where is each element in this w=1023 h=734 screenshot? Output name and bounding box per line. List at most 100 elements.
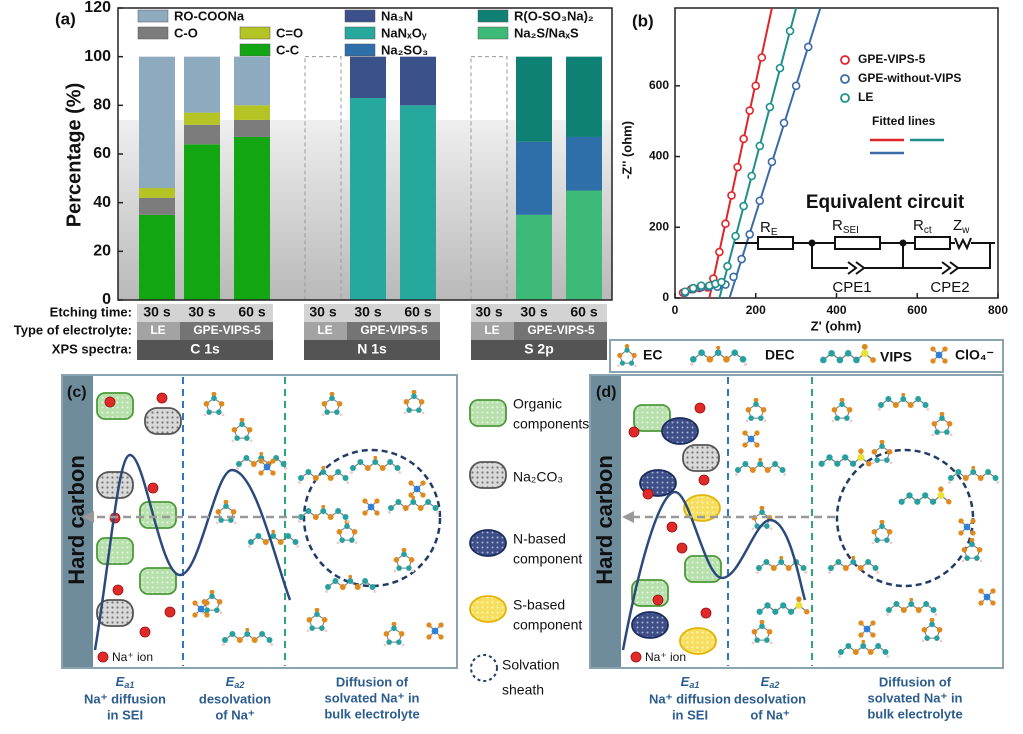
bar-segment bbox=[184, 124, 220, 145]
region-caption: of Na⁺ bbox=[215, 707, 255, 722]
barrier-label: Ea2 bbox=[226, 674, 245, 690]
bar-segment bbox=[139, 214, 175, 300]
data-point bbox=[747, 171, 757, 181]
plot-frame bbox=[117, 7, 613, 301]
legend-swatch bbox=[344, 9, 376, 23]
species-legend-label: Na₂CO₃ bbox=[513, 469, 563, 485]
electrolyte-label: LE bbox=[317, 323, 332, 337]
data-point bbox=[721, 219, 730, 229]
bar-segment bbox=[234, 56, 270, 106]
etching-row bbox=[137, 304, 273, 322]
bar-segment bbox=[566, 56, 602, 137]
species-legend-label: components bbox=[513, 416, 589, 432]
legend-label: GPE-without-VIPS bbox=[858, 71, 961, 85]
na-ion bbox=[698, 474, 710, 486]
n-based-component bbox=[631, 611, 669, 639]
resistor bbox=[757, 236, 794, 250]
data-point bbox=[785, 26, 795, 36]
panel-label: (c) bbox=[67, 384, 87, 401]
cpe-label: CPE1 bbox=[832, 279, 871, 296]
legend-label: C=O bbox=[276, 25, 303, 40]
warburg bbox=[954, 237, 975, 251]
species-legend-label: N-based bbox=[513, 531, 566, 547]
y-tick-label: 40 bbox=[93, 194, 111, 211]
row-label: Type of electrolyte: bbox=[14, 322, 132, 337]
data-point bbox=[775, 63, 785, 73]
node bbox=[808, 239, 816, 247]
region-caption: solvated Na⁺ in bbox=[325, 690, 420, 705]
organic-component bbox=[684, 555, 722, 583]
molecule-legend-label: ClO₄⁻ bbox=[955, 347, 994, 363]
ion-legend-label: Na⁺ ion bbox=[112, 650, 153, 664]
region-caption: desolvation bbox=[734, 691, 806, 706]
subscript: E bbox=[771, 227, 778, 238]
na-ion bbox=[700, 607, 712, 619]
arrow-head bbox=[622, 511, 634, 523]
organic-component bbox=[139, 501, 177, 529]
bar-segment bbox=[566, 190, 602, 300]
etching-row bbox=[471, 304, 607, 322]
spectra-label: N 1s bbox=[357, 341, 387, 357]
fit-line bbox=[728, 8, 822, 298]
hard-carbon-bar bbox=[591, 376, 621, 667]
y-tick-label: 20 bbox=[93, 243, 111, 260]
cpe bbox=[935, 261, 965, 275]
data-point bbox=[688, 283, 698, 293]
electrolyte-cell bbox=[514, 322, 607, 340]
bar-segment bbox=[234, 119, 270, 137]
ion-legend-label: Na⁺ ion bbox=[645, 650, 686, 664]
arrow-head bbox=[82, 511, 94, 523]
na-ion bbox=[694, 402, 706, 414]
molecule-legend-label: DEC bbox=[765, 347, 795, 363]
x-tick-label: 30 s bbox=[309, 304, 336, 320]
resistor bbox=[914, 236, 951, 250]
electrolyte-label: GPE-VIPS-5 bbox=[193, 323, 261, 337]
x-tick-label: 30 s bbox=[354, 304, 381, 320]
bar-segment bbox=[400, 56, 436, 106]
molecule-legend-label: EC bbox=[643, 347, 662, 363]
electrode-label: Hard carbon bbox=[592, 455, 617, 585]
s-based-component bbox=[683, 494, 721, 522]
legend-label: C-O bbox=[174, 25, 198, 40]
subscript: w bbox=[961, 225, 970, 236]
legend-label: R(O-SO₃Na)₂ bbox=[514, 8, 594, 23]
data-point bbox=[745, 230, 754, 239]
circuit-element-label: Zw bbox=[953, 217, 970, 236]
bar-segment bbox=[350, 56, 386, 99]
plot-frame bbox=[674, 7, 999, 299]
y-tick-label: 400 bbox=[649, 149, 669, 163]
na-ion bbox=[642, 488, 654, 500]
electrolyte-cell bbox=[137, 322, 180, 340]
subscript: a1 bbox=[124, 680, 134, 690]
data-point bbox=[765, 102, 775, 112]
data-point bbox=[731, 231, 740, 241]
bar-segment bbox=[350, 98, 386, 301]
region-caption: of Na⁺ bbox=[750, 707, 790, 722]
data-point bbox=[737, 254, 746, 264]
spectra-row bbox=[471, 340, 607, 360]
bar-segment bbox=[234, 136, 270, 300]
legend-label: C-C bbox=[276, 42, 300, 57]
circuit-title: Equivalent circuit bbox=[806, 192, 965, 213]
s-based-component bbox=[679, 627, 717, 655]
symbol: R bbox=[832, 217, 843, 234]
symbol: R bbox=[760, 219, 771, 236]
x-tick-label: 30 s bbox=[475, 304, 502, 320]
data-point bbox=[727, 191, 736, 200]
species-legend-label: component bbox=[513, 551, 582, 567]
legend-heading: Fitted lines bbox=[872, 114, 936, 128]
x-tick-label: 600 bbox=[907, 303, 927, 317]
bar-segment bbox=[234, 105, 270, 120]
legend-swatch bbox=[239, 43, 271, 57]
legend-swatch bbox=[137, 26, 169, 40]
y-tick-label: 600 bbox=[649, 78, 669, 92]
y-tick-label: 120 bbox=[84, 0, 111, 16]
cpe bbox=[835, 261, 870, 275]
x-tick-label: 30 s bbox=[143, 304, 170, 320]
cpe-label: CPE2 bbox=[930, 279, 969, 296]
species-legend-label: Solvation bbox=[502, 657, 560, 673]
fit-line bbox=[718, 8, 798, 298]
data-point bbox=[733, 162, 742, 172]
legend-swatch bbox=[137, 9, 169, 23]
y-tick-label: 60 bbox=[93, 145, 111, 162]
